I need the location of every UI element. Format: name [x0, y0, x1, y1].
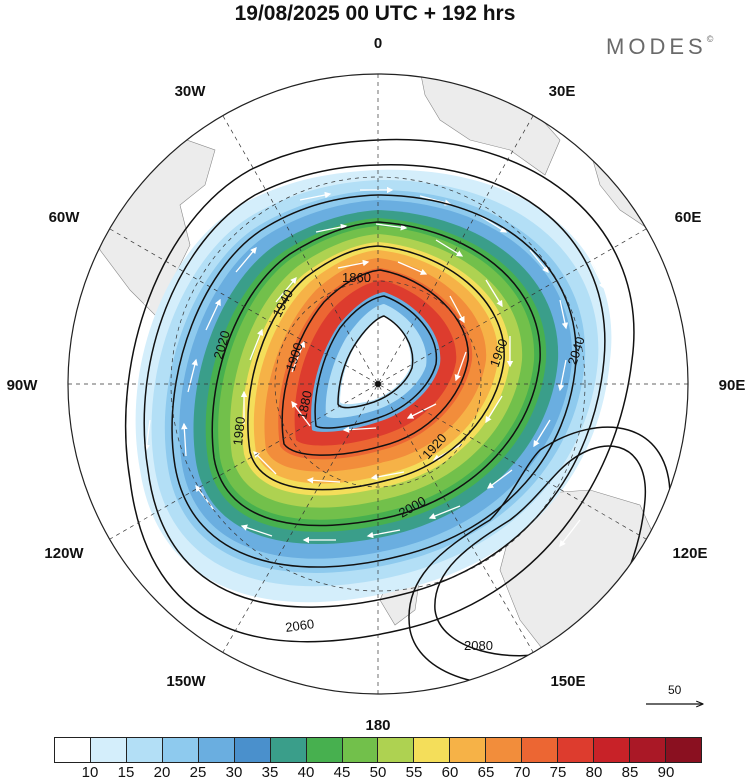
colorbar-tick-label: 40 — [297, 764, 315, 781]
colorbar-swatch — [162, 738, 199, 762]
colorbar-tick-label: 75 — [549, 764, 567, 781]
lon-label-90e: 90E — [719, 377, 746, 394]
copyright-mark: © — [706, 34, 714, 44]
brand-text: MODES — [606, 34, 707, 59]
colorbar-swatch — [342, 738, 379, 762]
colorbar-tick-label: 15 — [117, 764, 135, 781]
colorbar-swatch — [486, 738, 523, 762]
contour-label-2060: 2060 — [284, 616, 315, 635]
longitude-label-group: 0 30E 60E 90E 120E 150E 180 150W 120W 90… — [7, 35, 746, 734]
lon-label-0: 0 — [374, 35, 382, 52]
colorbar-swatch — [126, 738, 163, 762]
colorbar-swatch — [270, 738, 307, 762]
colorbar-ticks: 10 15 20 25 30 35 40 45 50 55 60 65 70 75 80 85 90 — [54, 764, 702, 782]
wind-vectors — [139, 148, 605, 579]
colorbar-swatch — [450, 738, 487, 762]
colorbar — [54, 737, 702, 763]
contour-label-1880: 1880 — [294, 389, 315, 420]
brand-logo: MODES© — [606, 34, 713, 60]
colorbar-tick-label: 10 — [81, 764, 99, 781]
colorbar-tick-label: 90 — [657, 764, 675, 781]
colorbar-swatch — [594, 738, 630, 762]
map-title: 19/08/2025 00 UTC + 192 hrs — [234, 2, 516, 25]
colorbar-tick-label: 50 — [369, 764, 387, 781]
contour-label-1980: 1980 — [230, 416, 248, 446]
colorbar-swatch — [414, 738, 451, 762]
graticule — [68, 74, 688, 694]
colorbar-tick-label: 20 — [153, 764, 171, 781]
lon-label-120e: 120E — [672, 545, 707, 562]
lon-label-180: 180 — [365, 717, 390, 734]
colorbar-swatch — [55, 738, 91, 762]
lon-label-60w: 60W — [49, 209, 81, 226]
lon-label-60e: 60E — [675, 209, 702, 226]
lon-label-150w: 150W — [166, 673, 206, 690]
colorbar-tick-label: 55 — [405, 764, 423, 781]
contour-label-2080: 2080 — [464, 638, 493, 653]
lon-label-150e: 150E — [550, 673, 585, 690]
colorbar-tick-label: 35 — [261, 764, 279, 781]
colorbar-swatch — [234, 738, 271, 762]
lon-label-120w: 120W — [44, 545, 84, 562]
colorbar-swatch — [378, 738, 415, 762]
map-boundary — [67, 73, 689, 695]
colorbar-tick-label: 70 — [513, 764, 531, 781]
colorbar-tick-label: 45 — [333, 764, 351, 781]
reference-vector-label: 50 — [668, 683, 682, 697]
colorbar-swatch — [522, 738, 559, 762]
lon-label-30e: 30E — [549, 83, 576, 100]
colorbar-tick-label: 30 — [225, 764, 243, 781]
colorbar-swatch — [630, 738, 666, 762]
colorbar-swatch — [90, 738, 127, 762]
lon-label-90w: 90W — [7, 377, 39, 394]
colorbar-swatch — [558, 738, 595, 762]
colorbar-tick-label: 60 — [441, 764, 459, 781]
colorbar-swatch — [306, 738, 343, 762]
colorbar-swatch — [198, 738, 235, 762]
south-pole-marker — [375, 381, 381, 387]
colorbar-swatch — [665, 738, 701, 762]
colorbar-tick-label: 85 — [621, 764, 639, 781]
lon-label-30w: 30W — [175, 83, 207, 100]
contour-label-group: 1860 1880 1900 1920 1940 1960 1980 2000 … — [210, 270, 587, 653]
contour-label-1860: 1860 — [342, 270, 371, 285]
colorbar-tick-label: 25 — [189, 764, 207, 781]
colorbar-tick-label: 80 — [585, 764, 603, 781]
colorbar-tick-label: 65 — [477, 764, 495, 781]
